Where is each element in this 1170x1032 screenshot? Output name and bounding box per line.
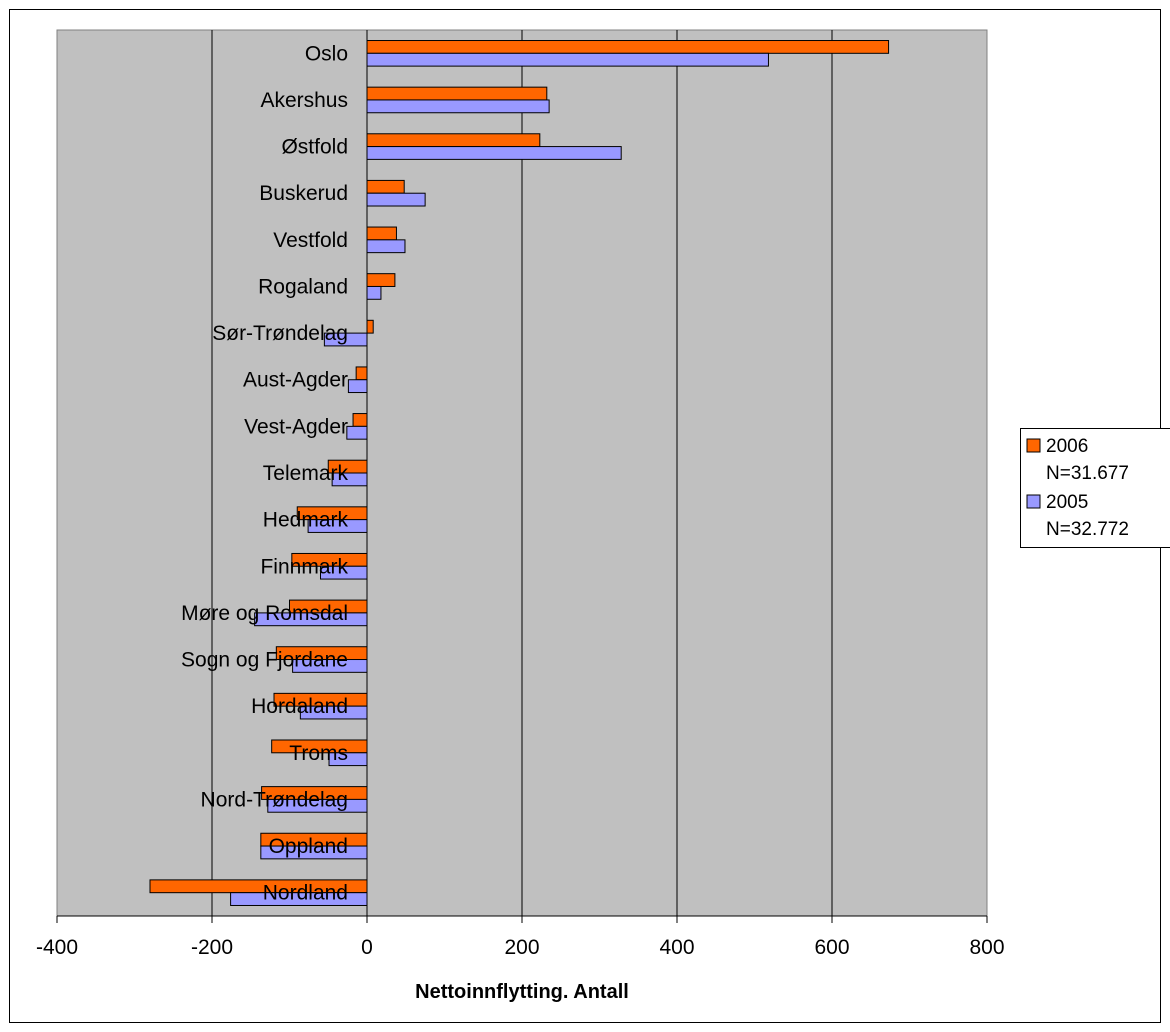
bar-2005-4	[366, 239, 406, 254]
category-label: Vest-Agder	[244, 415, 348, 438]
category-label: Nordland	[263, 882, 348, 905]
x-tick-label: 200	[504, 936, 539, 959]
category-label: Oslo	[305, 42, 348, 65]
legend-box	[1020, 428, 1170, 548]
category-label: Møre og Romsdal	[181, 602, 348, 625]
bar-2005-8	[346, 425, 368, 440]
bar-2005-2	[366, 146, 622, 160]
category-label: Troms	[289, 742, 348, 765]
bar-2005-7	[347, 379, 368, 394]
x-tick-label: 600	[814, 936, 849, 959]
legend-label-2006: 2006	[1046, 436, 1088, 457]
legend-sublabel-2005: N=32.772	[1046, 519, 1129, 540]
x-tick-label: -400	[36, 936, 78, 959]
category-label: Akershus	[260, 89, 348, 112]
bar-2005-1	[366, 99, 550, 114]
category-label: Vestfold	[273, 229, 348, 252]
bar-2006-7	[355, 366, 368, 381]
legend-swatch-2006	[1026, 438, 1041, 453]
bar-2006-3	[366, 179, 405, 194]
category-label: Hedmark	[263, 509, 349, 532]
category-label: Telemark	[263, 462, 349, 485]
x-axis-title: Nettoinnflytting. Antall	[415, 981, 629, 1003]
category-labels: Oslo Akershus Østfold Buskerud Vestfold Rogal…	[181, 42, 348, 904]
bar-2006-8	[352, 413, 368, 427]
bar-2005-5	[366, 285, 382, 300]
category-label: Oppland	[269, 835, 348, 858]
bar-2005-0	[366, 52, 769, 67]
bar-2006-6	[366, 319, 374, 334]
category-label: Sør-Trøndelag	[212, 322, 348, 345]
x-tick-label: 0	[361, 936, 373, 959]
category-label: Aust-Agder	[243, 369, 348, 392]
bar-2006-0	[366, 40, 890, 54]
bar-2006-1	[366, 86, 548, 101]
bar-2005-3	[366, 192, 426, 207]
bar-2006-4	[366, 226, 397, 241]
category-label: Finnmark	[260, 555, 348, 578]
category-label: Rogaland	[258, 275, 348, 298]
x-tick-label: -200	[191, 936, 233, 959]
bar-2006-5	[366, 273, 396, 287]
category-label: Buskerud	[259, 182, 348, 205]
bar-2006-2	[366, 133, 541, 148]
legend-sublabel-2006: N=31.677	[1046, 463, 1129, 484]
x-tick-label: 800	[969, 936, 1004, 959]
x-axis: -400 -200 0 200 400 600 800	[36, 915, 1005, 959]
legend-swatch-2005	[1026, 494, 1041, 509]
category-label: Hordaland	[251, 695, 348, 718]
plot-area	[56, 29, 988, 917]
category-label: Nord-Trøndelag	[201, 788, 348, 811]
legend: 2006 N=31.677 2005 N=32.772	[1020, 428, 1170, 548]
category-label: Østfold	[281, 136, 348, 159]
category-label: Sogn og Fjordane	[181, 649, 348, 672]
legend-label-2005: 2005	[1046, 492, 1088, 513]
x-tick-label: 400	[659, 936, 694, 959]
